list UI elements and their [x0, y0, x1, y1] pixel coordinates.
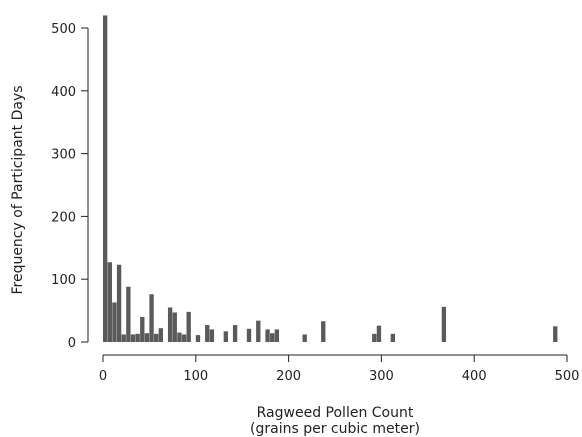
x-tick-label: 400 — [462, 369, 487, 384]
histogram-bar — [181, 334, 187, 342]
x-tick-label: 0 — [99, 369, 107, 384]
histogram-bar — [205, 325, 210, 342]
histogram-bar — [140, 316, 145, 342]
histogram-bar — [121, 334, 126, 342]
histogram-bar — [372, 333, 377, 342]
histogram-bar — [172, 312, 177, 342]
histogram-bar — [126, 286, 131, 342]
y-tick-label: 100 — [51, 273, 76, 288]
histogram-bar — [223, 331, 228, 342]
y-axis-title: Frequency of Participant Days — [10, 85, 26, 294]
x-tick-label: 300 — [369, 369, 394, 384]
y-tick-label: 200 — [51, 210, 76, 225]
histogram-bar — [265, 329, 270, 342]
histogram-bar — [107, 262, 112, 342]
y-tick-label: 500 — [51, 22, 76, 37]
y-tick-label: 400 — [51, 85, 76, 100]
x-tick-label: 200 — [276, 369, 301, 384]
histogram-bar — [321, 321, 326, 342]
histogram-bars — [103, 15, 558, 342]
histogram-bar — [154, 333, 159, 342]
histogram-bar — [116, 264, 122, 342]
axes: 0 100 200 300 400 500 0 100 200 300 400 500 — [51, 22, 579, 384]
x-tick-label: 100 — [183, 369, 208, 384]
histogram-bar — [149, 294, 154, 342]
histogram-bar — [186, 311, 191, 342]
histogram-bar — [167, 307, 173, 342]
histogram-bar — [390, 333, 396, 342]
histogram-bar — [441, 306, 447, 342]
histogram-bar — [195, 335, 201, 342]
histogram-bar — [158, 328, 164, 342]
histogram-bar — [270, 333, 275, 342]
histogram-bar — [232, 325, 238, 342]
x-tick-label: 500 — [555, 369, 580, 384]
x-axis-subtitle: (grains per cubic meter) — [250, 421, 420, 437]
histogram-bar — [209, 329, 215, 342]
histogram-bar — [376, 325, 382, 342]
histogram-bar — [130, 334, 136, 342]
y-tick-label: 300 — [51, 148, 76, 163]
y-tick-label: 0 — [68, 336, 76, 351]
x-axis-title: Ragweed Pollen Count — [257, 405, 414, 421]
histogram-bar — [246, 328, 252, 342]
histogram-bar — [302, 334, 307, 342]
histogram-bar — [177, 332, 182, 342]
histogram-bar — [553, 326, 558, 342]
histogram-bar — [103, 15, 108, 342]
histogram-bar — [274, 329, 280, 342]
histogram-bar — [256, 320, 261, 342]
histogram-bar — [135, 333, 140, 342]
histogram-bar — [112, 302, 117, 342]
histogram-bar — [144, 333, 150, 342]
